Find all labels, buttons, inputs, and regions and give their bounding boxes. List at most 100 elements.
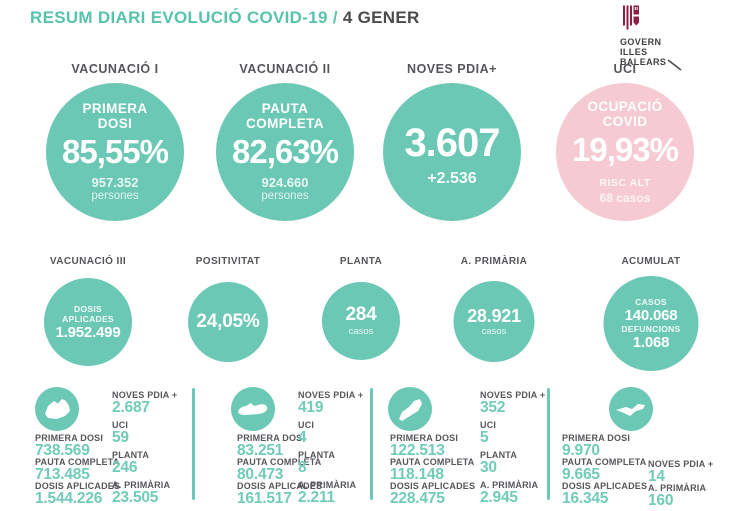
stat-value: 122.513 bbox=[390, 442, 445, 459]
circle-line: 284 bbox=[345, 304, 377, 325]
stat-pair: A. PRIMÀRIA 23.505 bbox=[112, 481, 177, 506]
stat-value: 2.945 bbox=[480, 489, 518, 506]
stat-circle: PRIMERA DOSI 85,55% 957.352 persones bbox=[46, 83, 184, 221]
page-title: RESUM DIARI EVOLUCIÓ COVID-19 / 4 GENER bbox=[30, 8, 420, 28]
stat-value: 83.251 bbox=[237, 442, 284, 459]
stat-label: PAUTA COMPLETA bbox=[390, 457, 475, 467]
stat-value: 4 bbox=[298, 429, 307, 446]
stat-value: 9.970 bbox=[562, 442, 600, 459]
circle-line: 24,05% bbox=[196, 311, 260, 332]
stat-pair: A. PRIMÀRIA 2.945 bbox=[480, 481, 545, 506]
stat-label: PLANTA bbox=[298, 450, 336, 460]
govern-illes-balears-logo: GOVERN ILLES BALEARS bbox=[620, 5, 712, 71]
stat-pair: DOSIS APLICADES 228.475 bbox=[390, 482, 475, 507]
stat-value: 738.569 bbox=[35, 442, 90, 459]
island-column-mallorca: PRIMERA DOSI 738.569 PAUTA COMPLETA 713.… bbox=[35, 385, 192, 506]
stat-pair: A. PRIMÀRIA 160 bbox=[648, 483, 713, 509]
stat-pair: UCI 59 bbox=[112, 420, 177, 446]
stat-value: 5 bbox=[480, 429, 489, 446]
logo-text-line1: GOVERN bbox=[620, 37, 662, 47]
stat-label: UCI bbox=[298, 420, 315, 430]
stat-circle: 3.607 +2.536 bbox=[383, 83, 521, 221]
summary-group-label: A. PRIMÀRIA bbox=[460, 256, 528, 267]
summary-group-label: VACUNACIÓ I bbox=[71, 62, 159, 76]
stat-pair: A. PRIMÀRIA 2.211 bbox=[298, 481, 363, 506]
stat-value: 2.687 bbox=[112, 399, 150, 416]
island-right-stats: NOVES PDIA + 14 A. PRIMÀRIA 160 bbox=[648, 459, 714, 509]
summary-group: VACUNACIÓ I PRIMERA DOSI 85,55% 957.352 … bbox=[30, 62, 200, 221]
island-right-stats: NOVES PDIA + 2.687 UCI 59 PLANTA 246 A. … bbox=[112, 391, 177, 511]
circle-heading-line1: PAUTA bbox=[261, 101, 309, 116]
logo-slash-icon bbox=[667, 59, 682, 71]
balearic-crest-icon bbox=[623, 5, 639, 30]
circle-line: casos bbox=[348, 326, 374, 337]
island-right-stats: NOVES PDIA + 419 UCI 4 PLANTA 8 A. PRIMÀ… bbox=[298, 391, 363, 511]
stat-circle: OCUPACIÓ COVID 19,93% RISC ALT 68 casos bbox=[556, 83, 694, 221]
circle-heading: OCUPACIÓ COVID bbox=[588, 99, 663, 129]
stat-value: 228.475 bbox=[390, 490, 445, 507]
circle-heading-line1: PRIMERA bbox=[82, 101, 148, 116]
stat-pair: PRIMERA DOSI 738.569 bbox=[35, 433, 120, 459]
page-title-main: RESUM DIARI EVOLUCIÓ COVID-19 / bbox=[30, 8, 338, 27]
circle-heading-line2: COMPLETA bbox=[246, 116, 324, 131]
logo-text-line3: BALEARS bbox=[620, 57, 667, 67]
stat-label: DOSIS APLICADES bbox=[35, 481, 121, 491]
stat-value: 9.665 bbox=[562, 466, 600, 483]
stat-label: NOVES PDIA + bbox=[112, 390, 178, 400]
menorca-island-icon bbox=[231, 387, 275, 431]
stat-pair: PLANTA 246 bbox=[112, 450, 177, 476]
stat-value: 160 bbox=[648, 492, 674, 509]
summary-group-label: POSITIVITAT bbox=[195, 256, 261, 267]
stat-circle: 28.921 casos bbox=[453, 281, 535, 362]
stat-label: PAUTA COMPLETA bbox=[35, 457, 120, 467]
stat-value: 246 bbox=[112, 459, 138, 476]
stat-value: 23.505 bbox=[112, 489, 159, 506]
circle-value: 19,93% bbox=[572, 131, 679, 168]
summary-group: PLANTA 284 casos bbox=[301, 256, 421, 360]
covid-daily-summary-infographic: { "title": { "main": "RESUM DIARI EVOLUC… bbox=[28, 5, 720, 509]
circle-line: DEFUNCIONS bbox=[621, 323, 681, 334]
stat-label: UCI bbox=[480, 420, 497, 430]
summary-group: UCI OCUPACIÓ COVID 19,93% RISC ALT 68 ca… bbox=[540, 62, 710, 221]
stat-pair: PRIMERA DOSI 9.970 bbox=[562, 433, 647, 459]
formentera-island-icon bbox=[609, 387, 653, 431]
stat-label: UCI bbox=[112, 420, 129, 430]
stat-label: NOVES PDIA + bbox=[648, 459, 714, 469]
circle-subvalue: 924.660 bbox=[261, 175, 309, 190]
stat-value: 118.148 bbox=[390, 466, 444, 483]
circle-line: CASOS bbox=[635, 296, 667, 307]
stat-label: NOVES PDIA + bbox=[480, 390, 546, 400]
summary-group: ACUMULAT CASOS 140.068 DEFUNCIONS 1.068 bbox=[591, 256, 711, 371]
stat-pair: PRIMERA DOSI 83.251 bbox=[237, 433, 322, 459]
island-column-menorca: PRIMERA DOSI 83.251 PAUTA COMPLETA 80.47… bbox=[231, 385, 363, 506]
stat-label: PRIMERA DOSI bbox=[562, 433, 631, 443]
circle-value: 85,55% bbox=[62, 133, 169, 170]
summary-group: VACUNACIÓ III DOSIS APLICADES 1.952.499 bbox=[28, 256, 148, 366]
stat-label: PRIMERA DOSI bbox=[390, 433, 459, 443]
island-column-eivissa: PRIMERA DOSI 122.513 PAUTA COMPLETA 118.… bbox=[388, 385, 545, 506]
circle-heading: PAUTA COMPLETA bbox=[246, 101, 324, 131]
island-column-formentera: PRIMERA DOSI 9.970 PAUTA COMPLETA 9.665 … bbox=[562, 385, 720, 508]
summary-group-label: VACUNACIÓ III bbox=[49, 256, 127, 267]
stat-label: PLANTA bbox=[112, 450, 150, 460]
stat-pair: NOVES PDIA + 2.687 bbox=[112, 390, 178, 416]
stat-label: PRIMERA DOSI bbox=[35, 433, 104, 443]
stat-pair: PAUTA COMPLETA 713.485 bbox=[35, 457, 120, 483]
summary-group-label: VACUNACIÓ II bbox=[239, 62, 331, 76]
stat-label: A. PRIMÀRIA bbox=[648, 483, 707, 493]
page-title-date: 4 GENER bbox=[342, 8, 420, 27]
summary-group: NOVES PDIA+ 3.607 +2.536 bbox=[367, 62, 537, 221]
circle-subtext: 68 casos bbox=[599, 191, 651, 205]
stat-label: PAUTA COMPLETA bbox=[237, 457, 322, 467]
circle-line: 28.921 bbox=[467, 305, 521, 326]
stat-label: NOVES PDIA + bbox=[298, 390, 364, 400]
summary-group-label: NOVES PDIA+ bbox=[407, 62, 497, 76]
circle-heading: PRIMERA DOSI bbox=[82, 101, 147, 131]
circle-line: casos bbox=[481, 325, 507, 337]
circle-heading-line1: OCUPACIÓ bbox=[587, 99, 663, 114]
summary-group: A. PRIMÀRIA 28.921 casos bbox=[434, 256, 554, 362]
stat-label: PLANTA bbox=[480, 450, 518, 460]
stat-pair: DOSIS APLICADES 1.544.226 bbox=[35, 481, 121, 507]
circle-subvalue: RISC ALT bbox=[599, 177, 651, 189]
stat-label: PRIMERA DOSI bbox=[237, 433, 306, 443]
